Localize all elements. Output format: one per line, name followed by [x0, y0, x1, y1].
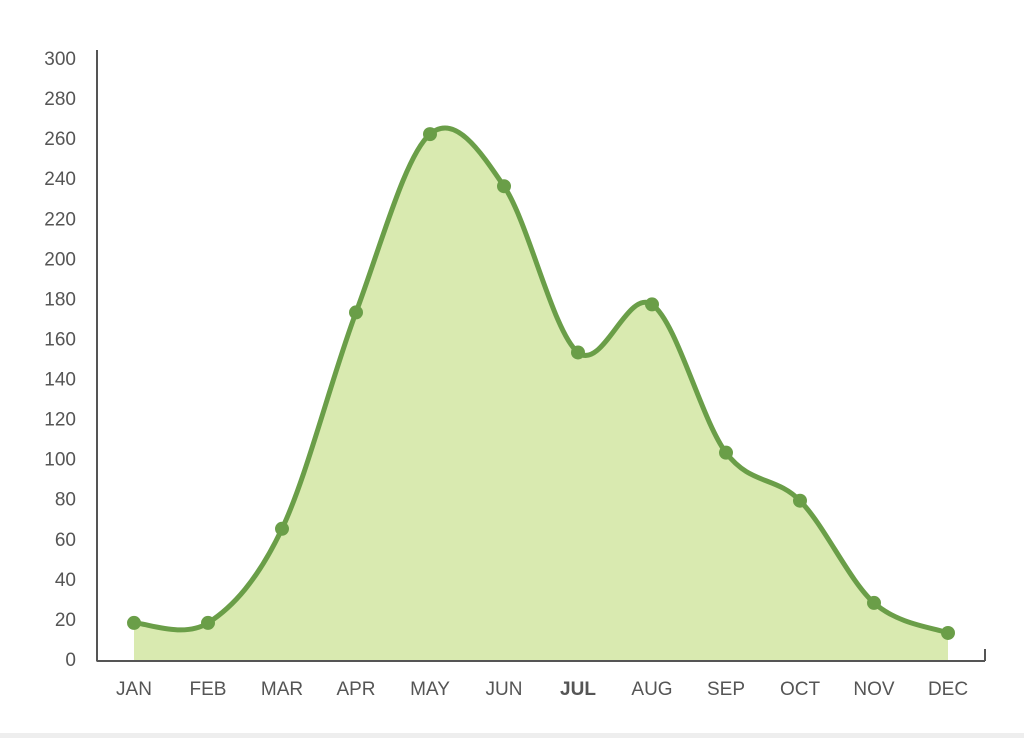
y-tick-label: 20 [55, 610, 76, 631]
y-tick-label: 40 [55, 570, 76, 591]
point [793, 493, 807, 508]
y-tick-label: 180 [44, 289, 76, 310]
point [201, 615, 215, 630]
x-tick-label: MAY [410, 679, 450, 700]
y-tick-label: 120 [44, 410, 76, 431]
point [275, 521, 289, 536]
x-tick-label: NOV [853, 679, 895, 700]
y-tick-label: 300 [44, 49, 76, 70]
x-tick-label: FEB [190, 679, 227, 700]
point [423, 127, 437, 142]
x-tick-label: OCT [780, 679, 821, 700]
y-tick-label: 260 [44, 129, 76, 150]
x-tick-label: JAN [116, 679, 152, 700]
x-tick-label: MAR [261, 679, 303, 700]
y-tick-label: 0 [65, 650, 76, 671]
x-tick-label: SEP [707, 679, 745, 700]
point [497, 179, 511, 194]
area-fill [134, 127, 948, 662]
x-tick-label: JUL [560, 679, 596, 700]
point [571, 345, 585, 360]
point [719, 445, 733, 460]
x-tick-label: JUN [486, 679, 523, 700]
y-tick-label: 280 [44, 89, 76, 110]
point [867, 595, 881, 610]
point [127, 615, 141, 630]
y-tick-label: 200 [44, 249, 76, 270]
y-tick-label: 100 [44, 450, 76, 471]
y-tick-label: 60 [55, 530, 76, 551]
point [349, 305, 363, 320]
y-tick-label: 220 [44, 209, 76, 230]
x-tick-label: APR [336, 679, 375, 700]
point [645, 297, 659, 312]
y-tick-label: 160 [44, 329, 76, 350]
y-tick-label: 140 [44, 370, 76, 391]
point [941, 625, 955, 640]
footer-band [0, 733, 1024, 738]
y-tick-label: 240 [44, 169, 76, 190]
x-tick-label: AUG [631, 679, 672, 700]
y-tick-label: 80 [55, 490, 76, 511]
x-tick-label: DEC [928, 679, 968, 700]
